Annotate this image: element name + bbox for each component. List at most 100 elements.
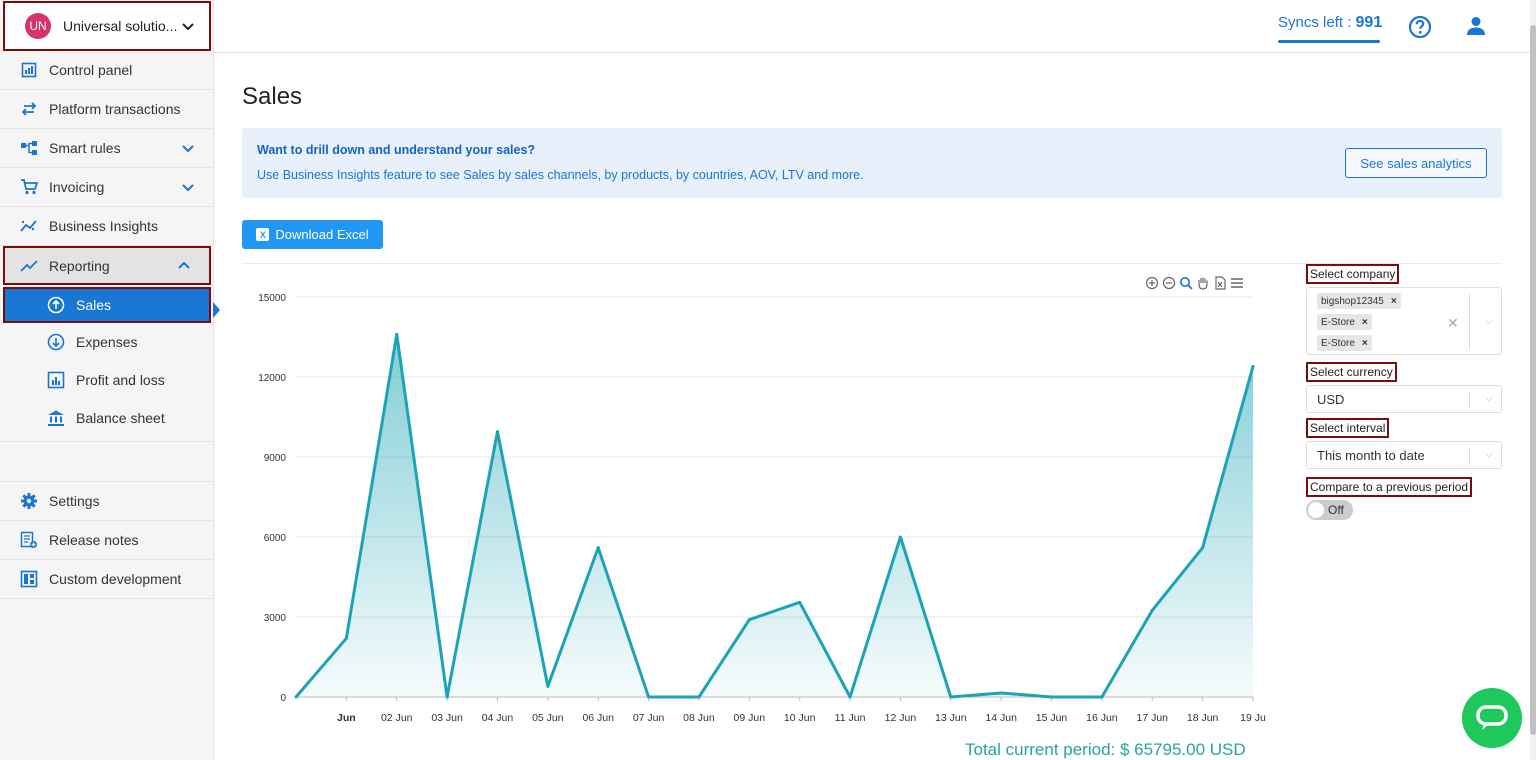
nav-business-insights[interactable]: Business Insights <box>0 207 213 246</box>
banner-heading: Want to drill down and understand your s… <box>257 143 536 157</box>
chip-label: E-Store <box>1321 316 1355 328</box>
remove-chip-icon[interactable]: × <box>1361 337 1368 349</box>
zoom-in-icon[interactable] <box>1145 276 1159 290</box>
data-point[interactable] <box>697 695 701 699</box>
nav-reporting[interactable]: Reporting <box>3 246 211 285</box>
remove-chip-icon[interactable]: × <box>1361 316 1368 328</box>
company-chip: E-Store × <box>1317 335 1372 351</box>
sales-chart: 15000 12000 9000 6000 3000 0 Jun 02 Jun 03 Jun 0… <box>242 270 1282 760</box>
sub-item-label: Expenses <box>76 334 138 350</box>
user-icon[interactable] <box>1464 14 1488 38</box>
page-title: Sales <box>242 83 303 110</box>
org-switcher[interactable]: UN Universal solutio... <box>3 1 211 51</box>
data-point[interactable] <box>546 684 550 688</box>
clear-icon[interactable]: ✕ <box>1447 315 1459 331</box>
sidebar: UN Universal solutio... Control panel Pl… <box>0 0 214 760</box>
nav-custom-development[interactable]: Custom development <box>0 560 213 599</box>
nav-label: Platform transactions <box>49 101 181 117</box>
magnifier-icon[interactable] <box>1179 276 1193 290</box>
data-point[interactable] <box>848 695 852 699</box>
data-point[interactable] <box>747 618 751 622</box>
menu-icon[interactable] <box>1230 276 1244 290</box>
interval-select[interactable]: This month to date ⌵ <box>1306 441 1502 469</box>
nav-label: Custom development <box>49 571 182 587</box>
sub-item-sales[interactable]: Sales <box>3 287 211 323</box>
data-point[interactable] <box>949 695 953 699</box>
banner-text: Use Business Insights feature to see Sal… <box>257 168 864 182</box>
data-point[interactable] <box>395 332 399 336</box>
see-sales-analytics-button[interactable]: See sales analytics <box>1345 148 1487 178</box>
data-point[interactable] <box>1150 608 1154 612</box>
y-tick-label: 3000 <box>264 613 287 624</box>
company-multiselect[interactable]: bigshop12345 × E-Store × E-Store × ✕ ⌵ <box>1306 287 1502 355</box>
bar-chart-icon <box>46 370 66 390</box>
nav-label: Reporting <box>49 257 110 274</box>
scrollbar-thumb[interactable] <box>1530 25 1536 735</box>
chat-icon <box>1476 705 1508 730</box>
sub-item-label: Balance sheet <box>76 410 165 426</box>
nav-settings[interactable]: Settings <box>0 482 213 521</box>
total-current-period: Total current period: $ 65795.00 USD <box>965 740 1246 759</box>
bank-icon <box>46 408 66 428</box>
data-point[interactable] <box>798 600 802 604</box>
download-label: Download Excel <box>275 227 369 242</box>
series-line <box>294 332 1255 699</box>
pan-hand-icon[interactable] <box>1196 276 1210 290</box>
notes-add-icon <box>20 531 38 549</box>
nav-control-panel[interactable]: Control panel <box>0 51 213 90</box>
chevron-down-icon <box>182 145 194 153</box>
sub-item-profit-and-loss[interactable]: Profit and loss <box>0 361 213 399</box>
separator <box>1469 448 1470 464</box>
select-currency-label: Select currency <box>1306 362 1397 382</box>
chat-button[interactable] <box>1462 688 1522 748</box>
data-point[interactable] <box>999 691 1003 695</box>
data-point[interactable] <box>1201 546 1205 550</box>
data-point[interactable] <box>647 695 651 699</box>
nav-release-notes[interactable]: Release notes <box>0 521 213 560</box>
nav-platform-transactions[interactable]: Platform transactions <box>0 90 213 129</box>
data-point[interactable] <box>445 695 449 699</box>
zoom-out-icon[interactable] <box>1162 276 1176 290</box>
x-tick-label: 14 Jun <box>985 712 1017 724</box>
download-excel-button[interactable]: X Download Excel <box>242 220 383 249</box>
nav-invoicing[interactable]: Invoicing <box>0 168 213 207</box>
reporting-submenu: Sales Expenses Profit and loss Balance s… <box>0 287 213 442</box>
compare-toggle[interactable]: Off <box>1306 500 1353 520</box>
nav-smart-rules[interactable]: Smart rules <box>0 129 213 168</box>
syncs-label: Syncs left : <box>1278 14 1352 31</box>
y-tick-label: 12000 <box>258 373 286 384</box>
data-point[interactable] <box>596 546 600 550</box>
cart-icon <box>20 178 38 196</box>
arrow-up-circle-icon <box>46 295 66 315</box>
data-point[interactable] <box>1251 364 1255 368</box>
sub-item-expenses[interactable]: Expenses <box>0 323 213 361</box>
export-icon[interactable] <box>1213 276 1227 290</box>
data-point[interactable] <box>1100 695 1104 699</box>
x-tick-label: 18 Jun <box>1187 712 1219 724</box>
currency-select[interactable]: USD ⌵ <box>1306 385 1502 413</box>
excel-icon: X <box>256 228 270 241</box>
data-point[interactable] <box>344 636 348 640</box>
remove-chip-icon[interactable]: × <box>1390 295 1397 307</box>
x-tick-label: 16 Jun <box>1086 712 1118 724</box>
x-tick-label: 03 Jun <box>431 712 463 724</box>
data-point[interactable] <box>294 695 298 699</box>
data-point[interactable] <box>495 430 499 434</box>
chevron-down-icon[interactable]: ⌵ <box>1484 315 1493 327</box>
x-tick-label: 11 Jun <box>835 712 866 724</box>
x-tick-label: 06 Jun <box>582 712 614 724</box>
sub-item-balance-sheet[interactable]: Balance sheet <box>0 399 213 437</box>
chevron-down-icon <box>182 23 194 31</box>
data-point[interactable] <box>898 535 902 539</box>
page-scrollbar[interactable] <box>1530 0 1536 760</box>
chip-label: E-Store <box>1321 337 1355 349</box>
y-tick-label: 0 <box>280 693 286 704</box>
help-icon[interactable] <box>1408 15 1432 39</box>
data-point[interactable] <box>1050 695 1054 699</box>
sidebar-spacer <box>0 442 213 482</box>
chevron-down-icon <box>182 184 194 192</box>
sub-item-label: Sales <box>76 297 112 313</box>
nav-label: Invoicing <box>49 179 105 195</box>
insights-icon <box>20 217 38 235</box>
dashboard-icon <box>20 61 38 79</box>
